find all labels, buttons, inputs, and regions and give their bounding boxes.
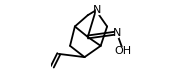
Bar [115, 29, 118, 37]
Bar [120, 47, 126, 55]
Bar [96, 6, 99, 14]
Text: OH: OH [115, 46, 132, 56]
Text: N: N [93, 5, 102, 15]
Text: N: N [113, 28, 121, 38]
